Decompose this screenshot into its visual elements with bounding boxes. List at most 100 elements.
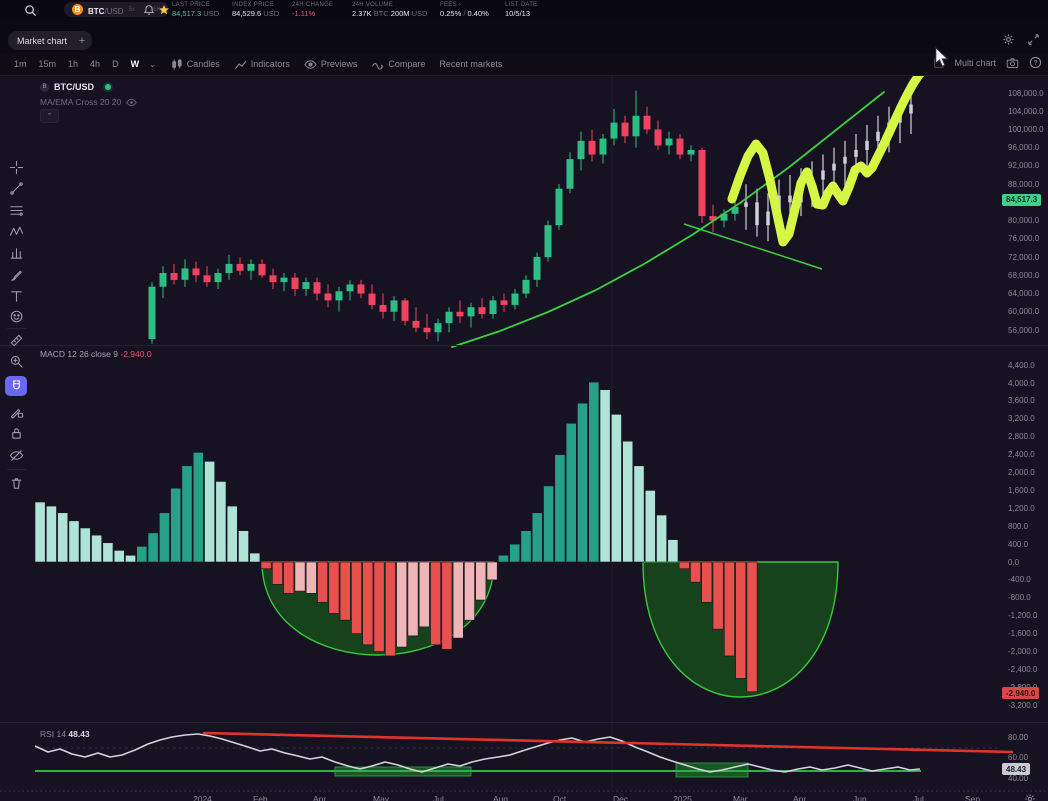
ghost-candle-body [898, 113, 902, 123]
remove-drawings-tool[interactable] [5, 473, 27, 493]
candle-body [214, 273, 222, 283]
candle-body [588, 140, 596, 155]
market-selector[interactable]: B BTC/USD 5x 16K [64, 2, 169, 17]
time-axis-settings-gear-icon[interactable] [1024, 793, 1036, 801]
lock-all-tool[interactable] [5, 423, 27, 443]
ghost-candle-body [788, 195, 792, 203]
crosshair-tool[interactable] [5, 157, 27, 177]
legend-collapse-button[interactable]: ⌃ [40, 109, 59, 123]
timeframe-1h[interactable]: 1h [68, 59, 79, 69]
snapshot-camera-icon[interactable] [1006, 57, 1019, 69]
time-axis-label: Apr [793, 794, 807, 801]
candle-body [632, 115, 640, 137]
measure-tool[interactable] [5, 330, 27, 350]
macd-axis-tick: 400.0 [1008, 539, 1029, 549]
market-status-dot [105, 84, 111, 90]
macd-bar [441, 561, 453, 650]
stat-label: 24H VOLUME [352, 2, 394, 8]
timeframe-1m[interactable]: 1m [14, 59, 27, 69]
stat-value: 2.37K BTC 200M USD [352, 9, 428, 18]
settings-gear-icon[interactable] [1002, 33, 1015, 46]
price-macd-separator[interactable] [0, 345, 1048, 346]
price-axis-tick: 72,000.0 [1008, 252, 1040, 262]
macd-drawn-ellipse-2[interactable] [642, 561, 839, 698]
macd-bar [204, 461, 215, 563]
macd-bar [283, 561, 295, 594]
timeframe-dropdown-icon[interactable]: ⌄ [149, 59, 156, 69]
candle-body [258, 263, 266, 276]
magnet-tool[interactable] [5, 376, 27, 396]
candle-body [302, 282, 310, 289]
help-icon[interactable]: ? [1029, 56, 1042, 69]
timeframe-15m[interactable]: 15m [38, 59, 57, 69]
rsi-axis-tick: 80.00 [1008, 732, 1029, 742]
macd-value: -2,940.0 [120, 349, 152, 359]
stat-value: 0.25% / 0.40% [440, 9, 489, 18]
zoom-in-tool[interactable] [5, 351, 27, 371]
draw-lock-tool[interactable] [5, 401, 27, 421]
macd-drawn-ellipse-1[interactable] [261, 561, 495, 656]
timeframe-w[interactable]: W [130, 59, 140, 69]
ghost-candle-body [843, 156, 847, 164]
macd-bar [373, 561, 385, 652]
macd-axis-tick: 1,200.0 [1008, 503, 1035, 513]
rsi-drawn-green-box[interactable] [334, 766, 472, 777]
top-stats-bar: B BTC/USD 5x 16K LAST PRICE 84,517.3 USD … [0, 0, 1048, 19]
leverage-badge: 5x [128, 6, 135, 13]
toolbar-button-compare[interactable]: Compare [371, 58, 425, 71]
text-tool[interactable] [5, 286, 27, 306]
toolbar-button-indicators[interactable]: Indicators [234, 58, 290, 71]
drawn-yellow-marker-squiggle[interactable] [727, 63, 930, 247]
favorite-star-icon[interactable] [158, 4, 170, 16]
hide-all-tool[interactable] [5, 445, 27, 465]
emoji-icon [10, 310, 22, 322]
forecast-tool[interactable] [5, 243, 27, 263]
timeframe-d[interactable]: D [112, 59, 119, 69]
stat-24h-change: 24H CHANGE -1.11% [292, 2, 333, 18]
timeframe-4h[interactable]: 4h [90, 59, 101, 69]
rsi-drawn-green-box[interactable] [675, 762, 749, 778]
rsi-indicator-label[interactable]: RSI 14 48.43 [40, 729, 90, 739]
symbol-base: BTC [88, 6, 105, 16]
candle-body [489, 300, 497, 315]
time-axis-label: Jul [433, 794, 444, 801]
trendline-tool[interactable] [5, 178, 27, 198]
rsi-drawn-red-trendline[interactable] [202, 731, 1014, 754]
rsi-line [34, 733, 921, 773]
macd-indicator-label[interactable]: MACD 12 26 close 9 -2,940.0 [40, 349, 152, 359]
macd-bar [328, 561, 340, 614]
macd-bar [633, 465, 645, 563]
macd-rsi-separator[interactable] [0, 722, 1048, 723]
brush-tool[interactable] [5, 265, 27, 285]
fib-retracement-tool[interactable] [5, 200, 27, 220]
price-axis[interactable]: 84,517.3 -2,940.0 48.43 108,000.0 104,000… [1000, 75, 1048, 790]
search-icon[interactable] [24, 4, 37, 17]
drawn-descending-green-trendline[interactable] [683, 223, 823, 270]
drawn-ascending-green-curve[interactable] [451, 91, 885, 348]
price-axis-tick: 76,000.0 [1008, 234, 1040, 244]
macd-bar [599, 389, 611, 563]
candles-icon [172, 58, 182, 70]
pattern-tool[interactable] [5, 221, 27, 241]
fullscreen-expand-icon[interactable] [1027, 33, 1040, 46]
toolbar-button-recent-markets[interactable]: Recent markets [439, 59, 503, 69]
emoji-tool[interactable] [5, 306, 27, 326]
macd-bar [260, 561, 272, 570]
indicator-visibility-eye-icon[interactable] [126, 98, 137, 107]
pattern-icon [9, 226, 23, 236]
macd-axis-tick: 4,000.0 [1008, 378, 1035, 388]
toolbar-button-candles[interactable]: Candles [170, 58, 220, 71]
legend-bitcoin-icon: B [40, 82, 49, 92]
stat-index-price: INDEX PRICE 84,529.6 USD [232, 2, 279, 18]
candle-body [467, 307, 475, 317]
bell-icon[interactable] [143, 4, 155, 16]
add-tab-button[interactable]: + [72, 31, 92, 50]
candle-body [533, 257, 541, 280]
candle-body [599, 138, 607, 155]
indicators-icon [234, 59, 247, 69]
draw-lock-icon [10, 408, 23, 419]
toolbar-button-previews[interactable]: Previews [304, 58, 357, 71]
stat-value: 84,517.3 USD [172, 9, 220, 18]
time-axis[interactable]: 2024 Feb Apr May Jul Aug Oct Dec 2025 Mar Apr Jun Ju… [0, 790, 1048, 801]
